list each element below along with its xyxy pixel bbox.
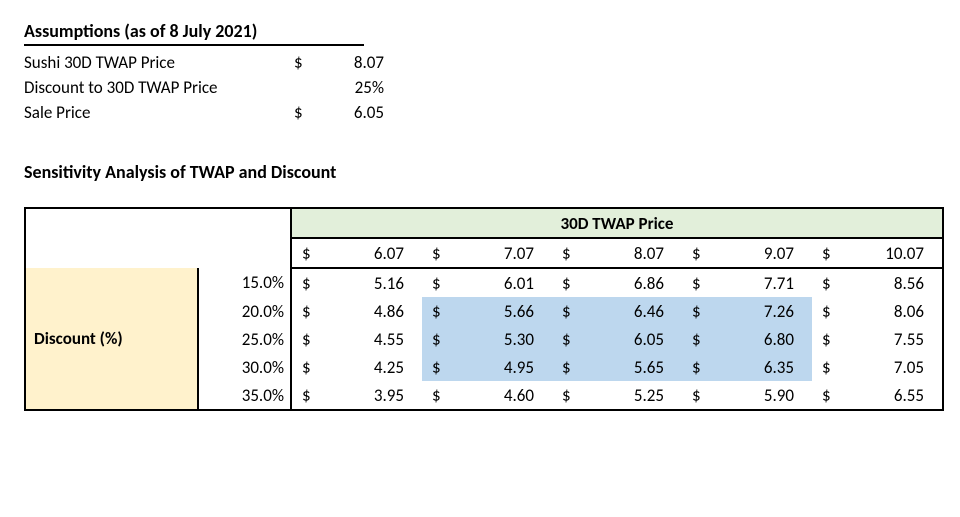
table-row: Sale Price $ 6.05 (24, 100, 394, 125)
currency-symbol: $ (291, 268, 338, 297)
currency-symbol: $ (682, 268, 728, 297)
price-header-row: $6.07 $7.07 $8.07 $9.07 $10.07 (25, 238, 943, 268)
sensitivity-title: Sensitivity Analysis of TWAP and Discoun… (24, 161, 936, 183)
cell-value: 4.25 (338, 353, 422, 381)
cell-value: 6.05 (598, 325, 682, 353)
cell-value: 4.55 (338, 325, 422, 353)
table-corner (25, 208, 291, 238)
price-value: 8.07 (598, 238, 682, 268)
cell-value: 4.95 (468, 353, 552, 381)
currency-symbol: $ (422, 381, 468, 410)
cell-value: 7.26 (728, 297, 812, 325)
cell-value: 6.55 (858, 381, 943, 410)
currency-symbol: $ (682, 353, 728, 381)
cell-value: 6.86 (598, 268, 682, 297)
currency-symbol: $ (291, 238, 338, 268)
currency-symbol: $ (552, 238, 598, 268)
cell-value: 5.66 (468, 297, 552, 325)
table-row: Discount to 30D TWAP Price 25% (24, 75, 394, 100)
cell-value: 5.30 (468, 325, 552, 353)
assumption-label: Discount to 30D TWAP Price (24, 75, 294, 100)
currency-symbol: $ (552, 353, 598, 381)
assumptions-table: Sushi 30D TWAP Price $ 8.07 Discount to … (24, 50, 394, 125)
currency-symbol: $ (291, 381, 338, 410)
table-row: Sushi 30D TWAP Price $ 8.07 (24, 50, 394, 75)
currency-symbol: $ (812, 268, 858, 297)
discount-label: Discount (%) (25, 268, 198, 410)
assumption-label: Sale Price (24, 100, 294, 125)
cell-value: 5.25 (598, 381, 682, 410)
currency-symbol: $ (812, 238, 858, 268)
currency-symbol: $ (422, 297, 468, 325)
assumptions-title: Assumptions (as of 8 July 2021) (24, 20, 364, 46)
cell-value: 8.56 (858, 268, 943, 297)
cell-value: 5.65 (598, 353, 682, 381)
cell-value: 5.16 (338, 268, 422, 297)
currency-symbol: $ (552, 381, 598, 410)
cell-value: 7.05 (858, 353, 943, 381)
currency-symbol: $ (291, 353, 338, 381)
assumption-label: Sushi 30D TWAP Price (24, 50, 294, 75)
cell-value: 4.86 (338, 297, 422, 325)
cell-value: 5.90 (728, 381, 812, 410)
currency-symbol: $ (552, 268, 598, 297)
currency-symbol: $ (552, 325, 598, 353)
currency-symbol: $ (812, 353, 858, 381)
currency-symbol: $ (682, 325, 728, 353)
currency-symbol: $ (294, 100, 324, 125)
currency-symbol: $ (422, 268, 468, 297)
currency-symbol: $ (682, 381, 728, 410)
discount-pct: 15.0% (198, 268, 291, 297)
discount-pct: 25.0% (198, 325, 291, 353)
cell-value: 6.80 (728, 325, 812, 353)
currency-symbol: $ (291, 325, 338, 353)
price-value: 7.07 (468, 238, 552, 268)
currency-symbol: $ (812, 325, 858, 353)
twap-price-header: 30D TWAP Price (291, 208, 943, 238)
currency-symbol: $ (291, 297, 338, 325)
currency-symbol: $ (422, 325, 468, 353)
currency-symbol: $ (294, 50, 324, 75)
discount-pct: 30.0% (198, 353, 291, 381)
price-value: 10.07 (858, 238, 943, 268)
table-row: Discount (%) 15.0% $5.16 $6.01 $6.86 $7.… (25, 268, 943, 297)
currency-symbol: $ (682, 297, 728, 325)
price-value: 9.07 (728, 238, 812, 268)
empty-cell (25, 238, 291, 268)
currency-symbol: $ (422, 353, 468, 381)
currency-symbol: $ (812, 297, 858, 325)
cell-value: 4.60 (468, 381, 552, 410)
sensitivity-table: 30D TWAP Price $6.07 $7.07 $8.07 $9.07 $… (24, 207, 944, 411)
currency-symbol: $ (682, 238, 728, 268)
currency-symbol: $ (552, 297, 598, 325)
cell-value: 7.71 (728, 268, 812, 297)
currency-symbol: $ (812, 381, 858, 410)
discount-pct: 35.0% (198, 381, 291, 410)
cell-value: 3.95 (338, 381, 422, 410)
price-value: 6.07 (338, 238, 422, 268)
cell-value: 6.01 (468, 268, 552, 297)
currency-symbol (294, 75, 324, 100)
cell-value: 8.06 (858, 297, 943, 325)
cell-value: 6.46 (598, 297, 682, 325)
assumption-value: 8.07 (324, 50, 394, 75)
assumption-value: 25% (324, 75, 394, 100)
assumption-value: 6.05 (324, 100, 394, 125)
discount-pct: 20.0% (198, 297, 291, 325)
currency-symbol: $ (422, 238, 468, 268)
cell-value: 6.35 (728, 353, 812, 381)
cell-value: 7.55 (858, 325, 943, 353)
